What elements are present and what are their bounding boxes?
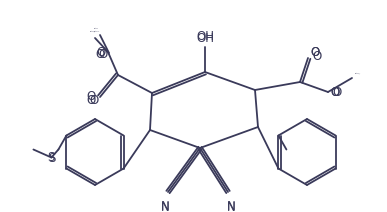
Text: O: O [312, 49, 322, 63]
Text: N: N [227, 201, 235, 212]
Text: N: N [161, 200, 170, 212]
Text: methoxy: methoxy [94, 30, 100, 32]
Text: O: O [95, 47, 104, 60]
Text: N: N [161, 201, 170, 212]
Text: methyl: methyl [94, 27, 98, 29]
Text: O: O [310, 46, 320, 59]
Text: O: O [98, 47, 108, 60]
Text: S: S [49, 152, 56, 165]
Text: O: O [86, 93, 96, 106]
Text: N: N [227, 200, 235, 212]
Text: O: O [86, 91, 96, 103]
Text: S: S [48, 151, 55, 164]
Text: O: O [96, 46, 106, 59]
Text: O: O [330, 86, 340, 99]
Text: methyl_l: methyl_l [90, 30, 96, 32]
Text: O: O [332, 86, 342, 99]
Text: O: O [310, 46, 320, 60]
Text: OH: OH [196, 32, 214, 46]
Text: OH: OH [196, 31, 214, 43]
Text: O: O [330, 85, 340, 99]
Text: O: O [89, 93, 99, 106]
Text: methyl_r: methyl_r [355, 72, 361, 74]
